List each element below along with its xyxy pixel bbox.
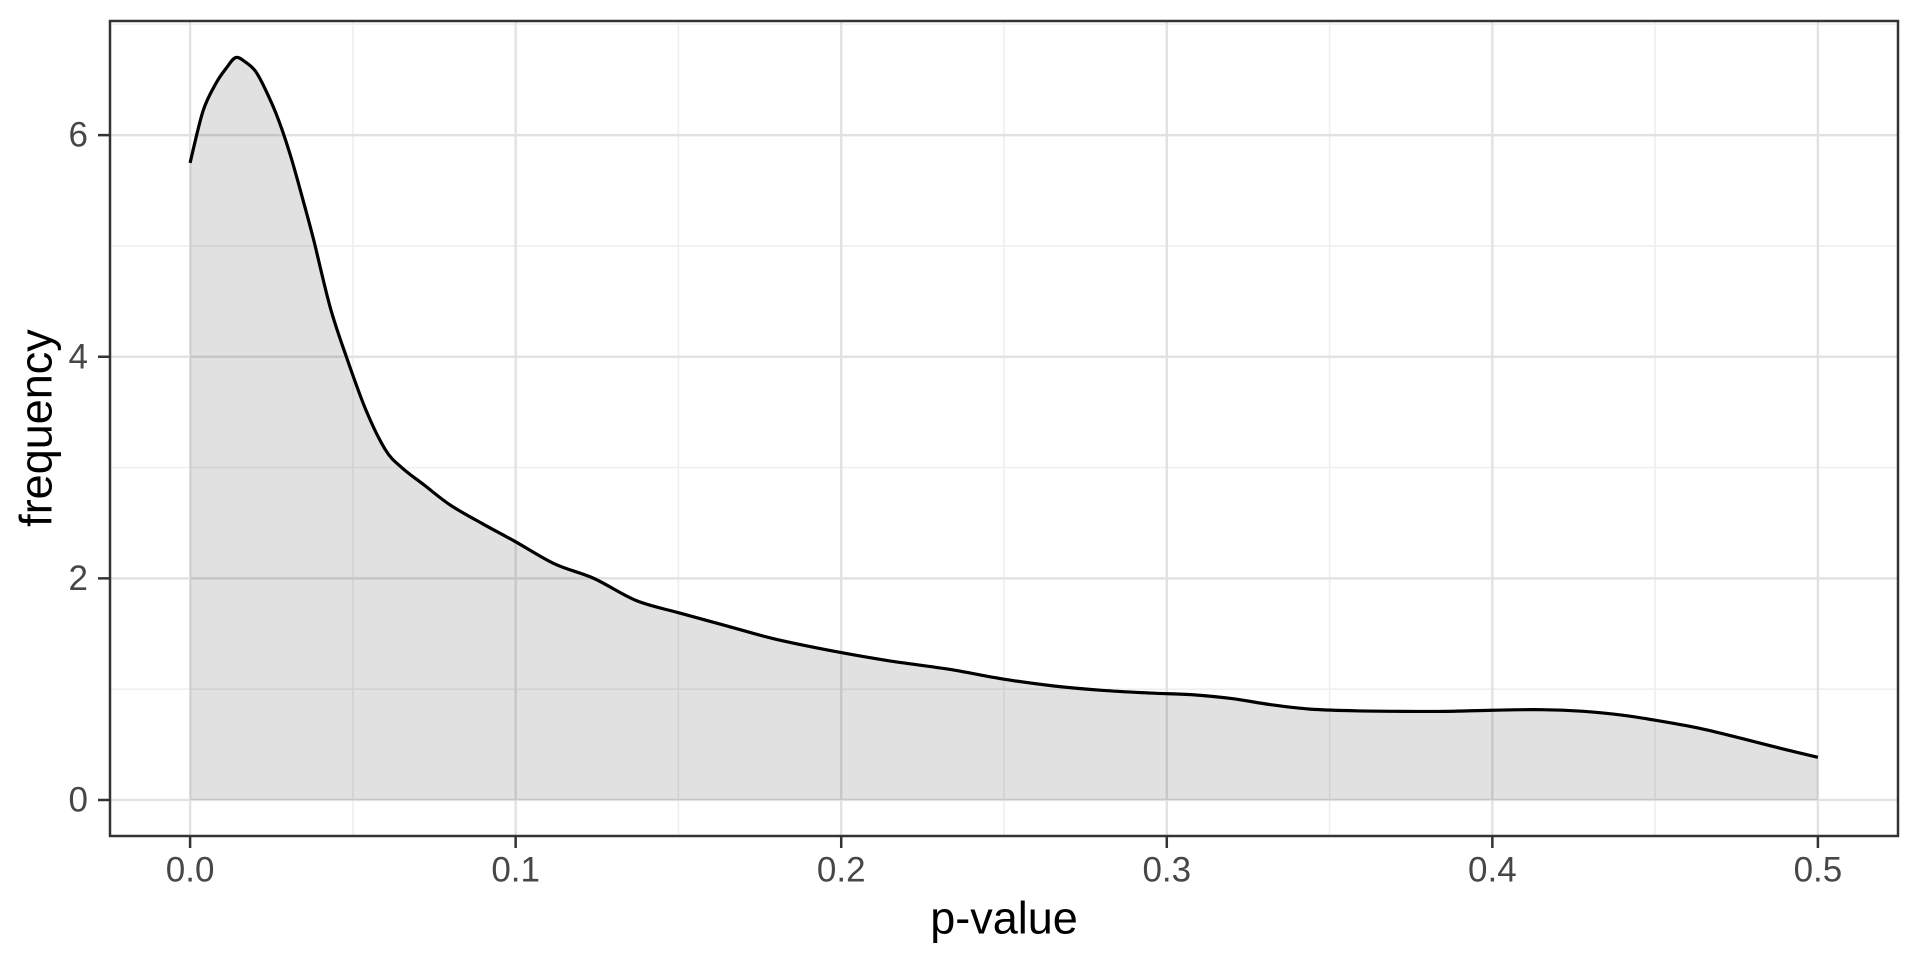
grid-major-layer bbox=[110, 21, 1898, 836]
x-tick-label: 0.5 bbox=[1794, 851, 1843, 890]
y-tick-label: 2 bbox=[69, 559, 88, 598]
x-tick-label: 0.4 bbox=[1468, 851, 1517, 890]
y-tick-label: 6 bbox=[69, 116, 88, 155]
x-tick-label: 0.1 bbox=[491, 851, 540, 890]
axis-ticks-layer bbox=[98, 133, 1820, 848]
grid-minor-layer bbox=[110, 21, 1898, 836]
x-tick-label: 0.3 bbox=[1142, 851, 1191, 890]
series-layer bbox=[188, 55, 1819, 800]
axis-tick-labels-layer: 0.0 0.1 0.2 0.3 0.4 0.5 0 2 4 6 bbox=[69, 116, 1843, 890]
density-curve bbox=[188, 55, 1819, 759]
panel-border-layer bbox=[108, 19, 1900, 838]
density-area bbox=[190, 57, 1818, 800]
y-tick-label: 4 bbox=[69, 337, 88, 376]
y-tick-label: 0 bbox=[69, 780, 88, 819]
x-tick-label: 0.0 bbox=[166, 851, 215, 890]
x-tick-label: 0.2 bbox=[817, 851, 866, 890]
x-axis-title: p-value bbox=[930, 893, 1078, 944]
y-axis-title: frequency bbox=[11, 329, 62, 527]
panel-border bbox=[108, 19, 1900, 838]
